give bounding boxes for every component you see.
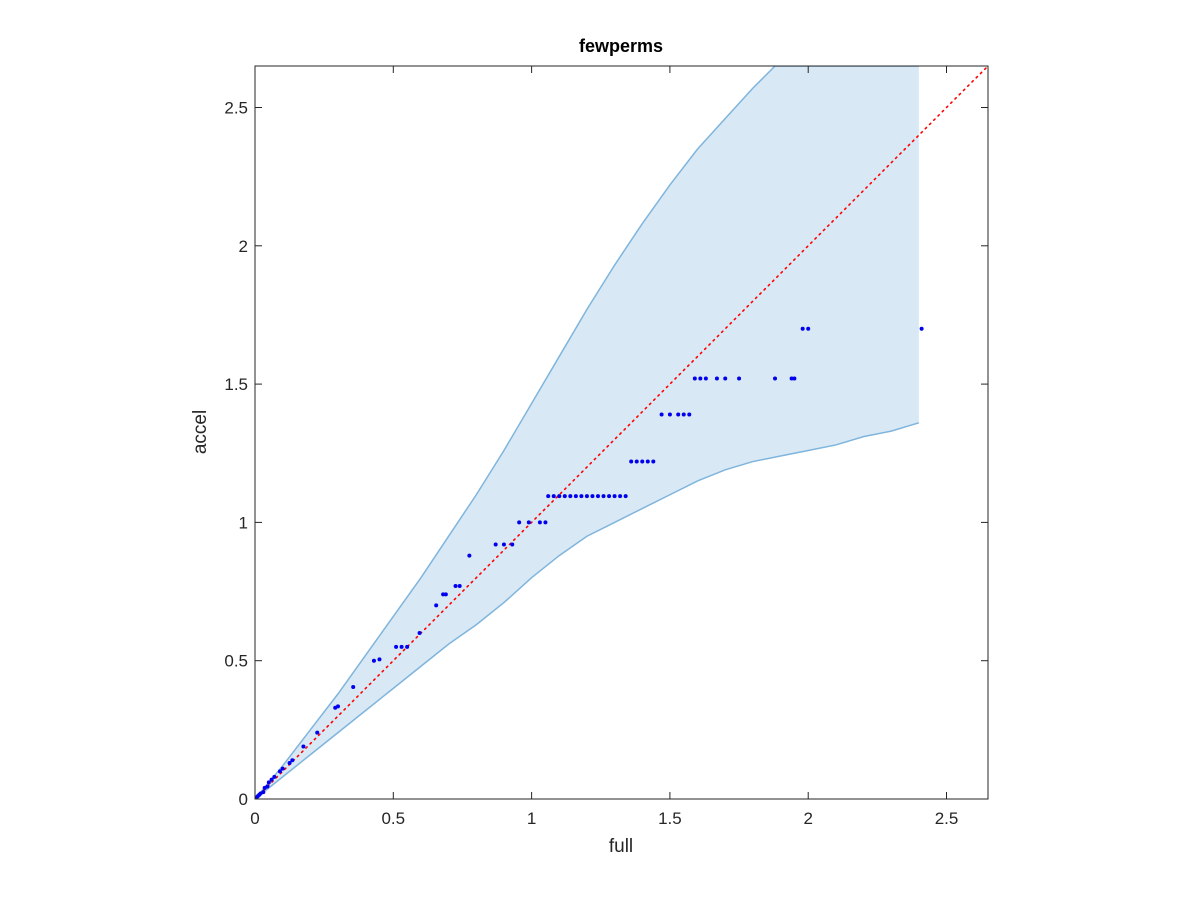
data-point	[394, 644, 399, 649]
plot-area	[255, 66, 988, 799]
data-point	[773, 376, 778, 381]
data-point	[434, 603, 439, 608]
data-point	[645, 459, 650, 464]
data-point	[687, 412, 692, 417]
data-point	[676, 412, 681, 417]
data-point	[443, 592, 448, 597]
data-point	[634, 459, 639, 464]
data-point	[601, 494, 606, 499]
data-point	[467, 553, 472, 558]
data-point	[266, 780, 271, 785]
data-point	[590, 494, 595, 499]
data-point	[800, 326, 805, 331]
data-point	[265, 784, 270, 789]
x-tick-label: 1	[527, 809, 536, 828]
x-tick-label: 2.5	[935, 809, 959, 828]
x-tick-label: 1.5	[658, 809, 682, 828]
data-point	[269, 777, 274, 782]
data-point	[441, 592, 446, 597]
data-point	[417, 631, 422, 636]
data-point	[792, 376, 797, 381]
data-point	[703, 376, 708, 381]
data-point	[453, 584, 458, 589]
data-point	[640, 459, 645, 464]
data-point	[261, 790, 266, 795]
band-upper-edge	[255, 66, 919, 799]
data-point	[568, 494, 573, 499]
identity-reference-line	[255, 66, 988, 799]
data-point	[651, 459, 656, 464]
data-point	[737, 376, 742, 381]
y-tick-label: 1	[239, 513, 248, 532]
data-point	[723, 376, 728, 381]
data-point	[806, 326, 811, 331]
data-point	[371, 658, 376, 663]
x-tick-label: 0	[250, 809, 259, 828]
data-point	[510, 542, 515, 547]
chart-title: fewperms	[579, 36, 663, 56]
data-point	[789, 376, 794, 381]
data-point	[399, 644, 404, 649]
data-point	[277, 769, 282, 774]
y-tick-label: 0.5	[224, 652, 248, 671]
x-tick-label: 2	[803, 809, 812, 828]
data-point	[623, 494, 628, 499]
data-point	[714, 376, 719, 381]
data-point	[579, 494, 584, 499]
y-axis: 0 0.5 1 1.5 2 2.5	[224, 98, 988, 809]
y-tick-label: 2	[239, 237, 248, 256]
data-point	[629, 459, 634, 464]
y-axis-label: accel	[190, 410, 211, 454]
data-point	[335, 704, 340, 709]
data-point	[526, 520, 531, 525]
data-point	[501, 542, 506, 547]
scatter-points	[255, 326, 924, 799]
axes-box	[254, 65, 989, 800]
data-point	[659, 412, 664, 417]
data-point	[573, 494, 578, 499]
y-tick-label: 1.5	[224, 375, 248, 394]
data-point	[280, 766, 285, 771]
data-point	[692, 376, 697, 381]
data-point	[667, 412, 672, 417]
data-point	[618, 494, 623, 499]
data-point	[551, 494, 556, 499]
data-point	[543, 520, 548, 525]
band-lower-edge	[255, 422, 920, 799]
y-tick-label: 0	[239, 790, 248, 809]
data-point	[612, 494, 617, 499]
data-point	[315, 730, 320, 735]
data-point	[517, 520, 522, 525]
data-point	[681, 412, 686, 417]
x-axis: 0 0.5 1 1.5 2 2.5	[250, 66, 958, 828]
data-point	[301, 744, 306, 749]
data-point	[287, 761, 292, 766]
data-point	[698, 376, 703, 381]
y-tick-label: 2.5	[224, 98, 248, 117]
data-point	[405, 644, 410, 649]
data-point	[290, 758, 295, 763]
confidence-band	[255, 66, 919, 799]
data-point	[351, 684, 356, 689]
data-point	[377, 657, 382, 662]
x-tick-label: 0.5	[381, 809, 405, 828]
x-axis-label: full	[609, 836, 633, 857]
data-point	[607, 494, 612, 499]
data-point	[493, 542, 498, 547]
data-point	[546, 494, 551, 499]
data-point	[537, 520, 542, 525]
data-point	[457, 584, 462, 589]
data-point	[557, 494, 562, 499]
data-point	[584, 494, 589, 499]
data-point	[919, 326, 924, 331]
data-point	[562, 494, 567, 499]
data-point	[595, 494, 600, 499]
data-point	[272, 774, 277, 779]
